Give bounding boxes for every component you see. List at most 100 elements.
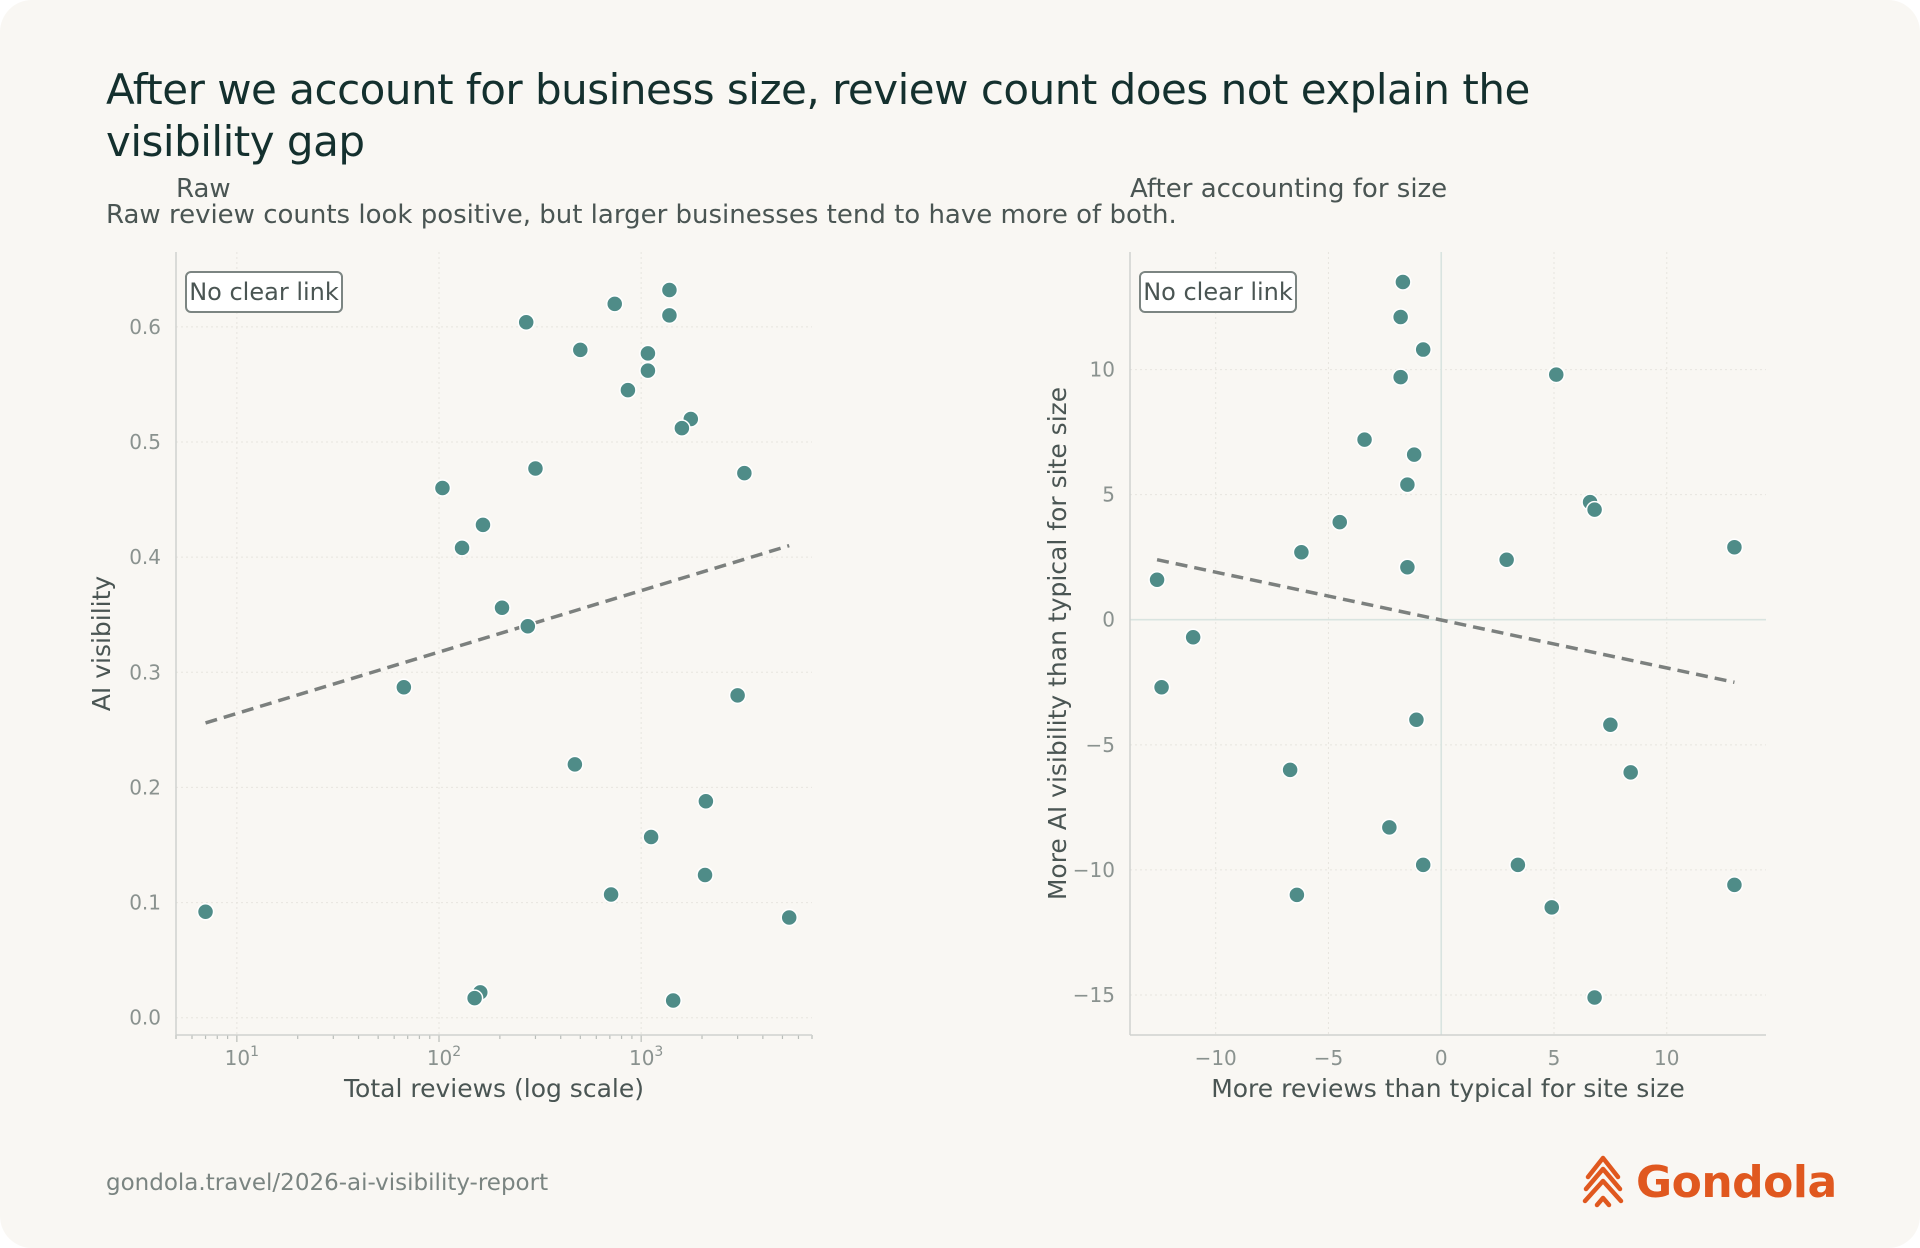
y-tick-label: −15 <box>1073 983 1115 1007</box>
data-point <box>1509 856 1527 874</box>
chart-subtitle: Raw review counts look positive, but lar… <box>106 200 1177 230</box>
right-panel-title: After accounting for size <box>1130 174 1448 204</box>
annotation-text: No clear link <box>189 278 339 306</box>
data-point <box>642 828 660 846</box>
data-point <box>1405 445 1423 464</box>
data-point <box>1414 856 1432 874</box>
data-point <box>619 381 637 399</box>
data-point <box>728 686 747 705</box>
data-point <box>566 755 584 774</box>
data-point <box>1414 340 1432 359</box>
data-point <box>1281 761 1299 779</box>
y-tick-label: 5 <box>1102 483 1115 507</box>
data-point <box>395 678 413 697</box>
data-point <box>465 989 484 1007</box>
x-tick-exponent: 1 <box>250 1044 259 1060</box>
data-point <box>1380 818 1399 837</box>
y-tick-label: 0.3 <box>129 660 161 684</box>
x-tick-label: 5 <box>1548 1046 1561 1070</box>
data-point <box>1355 430 1374 449</box>
data-point <box>605 295 624 313</box>
x-tick-exponent: 3 <box>654 1044 663 1060</box>
y-tick-label: 0.1 <box>129 891 161 915</box>
data-point <box>1391 368 1410 386</box>
data-point <box>1288 886 1306 904</box>
data-point <box>1184 628 1202 646</box>
data-point <box>493 599 511 617</box>
data-point <box>1407 711 1426 729</box>
annotation-text: No clear link <box>1143 278 1293 306</box>
data-point <box>697 792 715 811</box>
annotation-badge <box>1139 271 1297 313</box>
data-point <box>664 991 682 1010</box>
y-tick-label: 10 <box>1090 358 1115 382</box>
gondola-logo: Gondola <box>1580 1152 1837 1212</box>
x-tick-label: 103 <box>629 1044 663 1070</box>
y-tick-label: 0.5 <box>129 430 161 454</box>
data-point <box>1547 365 1566 384</box>
data-point <box>1152 678 1171 697</box>
trend-line <box>1156 557 1735 684</box>
data-point <box>1621 763 1640 782</box>
data-point <box>1398 558 1417 576</box>
report-url[interactable]: gondola.travel/2026-ai-visibility-report <box>106 1170 549 1196</box>
data-point <box>196 903 215 921</box>
y-tick-label: 0.4 <box>129 545 161 569</box>
data-point <box>639 361 657 380</box>
x-tick-exponent: 2 <box>452 1044 461 1060</box>
data-point <box>1725 538 1744 556</box>
data-point <box>526 459 545 478</box>
x-tick-base: 10 <box>629 1046 654 1070</box>
data-point <box>1585 988 1604 1007</box>
data-point <box>673 419 691 437</box>
data-point <box>1148 570 1166 589</box>
data-point <box>696 866 714 884</box>
data-point <box>1601 716 1620 734</box>
data-point <box>1394 273 1412 291</box>
x-tick-label: −10 <box>1195 1046 1237 1070</box>
x-tick-label: 101 <box>225 1044 259 1070</box>
y-tick-label: −10 <box>1073 858 1115 882</box>
y-axis-label: More AI visibility than typical for site… <box>1043 387 1072 900</box>
y-tick-label: 0 <box>1102 608 1115 632</box>
data-point <box>660 281 679 299</box>
data-point <box>1292 543 1311 561</box>
data-point <box>1542 898 1561 917</box>
data-point <box>453 539 471 557</box>
gondola-logo-icon <box>1582 1155 1624 1208</box>
data-point <box>571 341 590 359</box>
data-point <box>735 464 754 482</box>
data-point <box>780 908 798 927</box>
data-point <box>517 313 535 331</box>
data-point <box>1330 513 1349 531</box>
data-point <box>1398 475 1417 494</box>
data-point <box>602 885 620 904</box>
annotation-badge <box>185 271 343 313</box>
y-tick-label: −5 <box>1086 733 1115 757</box>
y-tick-label: 0.6 <box>129 315 161 339</box>
x-axis-label: More reviews than typical for site size <box>1211 1074 1685 1103</box>
x-tick-base: 10 <box>225 1046 250 1070</box>
chart-title: After we account for business size, revi… <box>106 65 1530 166</box>
x-axis-label: Total reviews (log scale) <box>343 1074 644 1103</box>
adjusted-scatter-plot: −15 −10 −5 0 5 10 −10 −5 0 5 10 No clear link More r… <box>1043 252 1766 1103</box>
left-panel-title: Raw <box>176 174 231 204</box>
data-point <box>474 516 492 534</box>
data-point <box>1585 500 1604 519</box>
x-tick-label: 10 <box>1654 1046 1679 1070</box>
x-tick-base: 10 <box>427 1046 452 1070</box>
data-point <box>639 344 657 363</box>
data-point <box>519 617 537 635</box>
brand-name: Gondola <box>1636 1156 1837 1208</box>
x-tick-label: 102 <box>427 1044 461 1070</box>
x-tick-label: −5 <box>1314 1046 1343 1070</box>
y-tick-label: 0.0 <box>129 1006 161 1030</box>
data-point <box>1391 308 1410 326</box>
data-point <box>1725 876 1744 894</box>
x-tick-label: 0 <box>1435 1046 1448 1070</box>
data-point <box>660 306 679 325</box>
trend-line <box>205 543 790 725</box>
y-axis-label: AI visibility <box>87 576 116 712</box>
